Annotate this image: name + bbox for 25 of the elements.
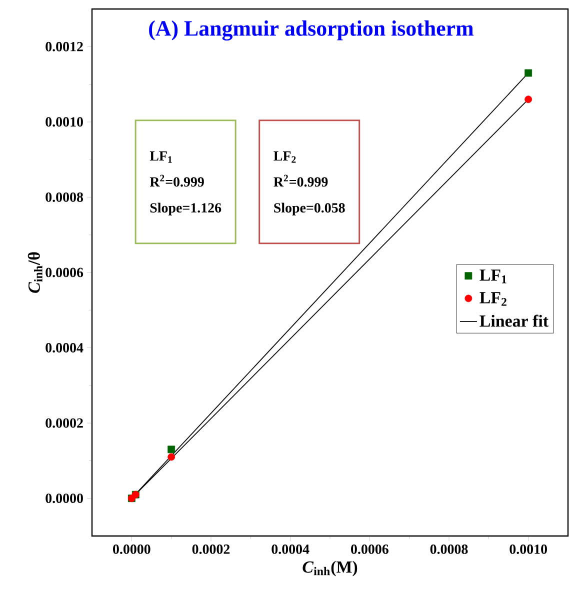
chart-title: (A) Langmuir adsorption isotherm: [149, 20, 474, 40]
x-tick-label: 0.0000: [113, 544, 150, 554]
x-tick-label: 0.0010: [510, 544, 547, 554]
annotation: R$^{2}$=0.999: [274, 174, 328, 187]
legend-label: LF$_{1}$: [480, 270, 506, 284]
x-tick-label: 0.0004: [272, 544, 310, 554]
annotation: Slope=0.058: [274, 202, 345, 216]
annotation: LF$_{1}$: [150, 151, 172, 163]
y-tick-label: 0.0010: [46, 117, 83, 127]
annotation: Slope=1.126: [150, 202, 222, 216]
y-axis-title: C$_{inh}$/θ: [28, 252, 42, 293]
x-tick-label: 0.0008: [430, 544, 468, 554]
legend-label: LF$_{2}$: [480, 292, 506, 306]
x-tick-label: 0.0002: [192, 544, 230, 554]
y-tick-label: 0.0006: [46, 268, 84, 278]
y-tick-label: 0.0004: [46, 343, 84, 353]
annotation: R$^{2}$=0.999: [150, 174, 204, 187]
y-tick-label: 0.0000: [46, 494, 83, 504]
x-axis-title: C$_{inh}$(M): [302, 560, 358, 576]
y-tick-label: 0.0012: [46, 42, 83, 52]
y-tick-label: 0.0008: [46, 192, 84, 202]
annotation: LF$_{2}$: [274, 151, 296, 163]
legend-label: Linear fit: [480, 314, 548, 327]
y-tick-label: 0.0002: [46, 418, 83, 428]
x-tick-label: 0.0006: [351, 544, 388, 554]
